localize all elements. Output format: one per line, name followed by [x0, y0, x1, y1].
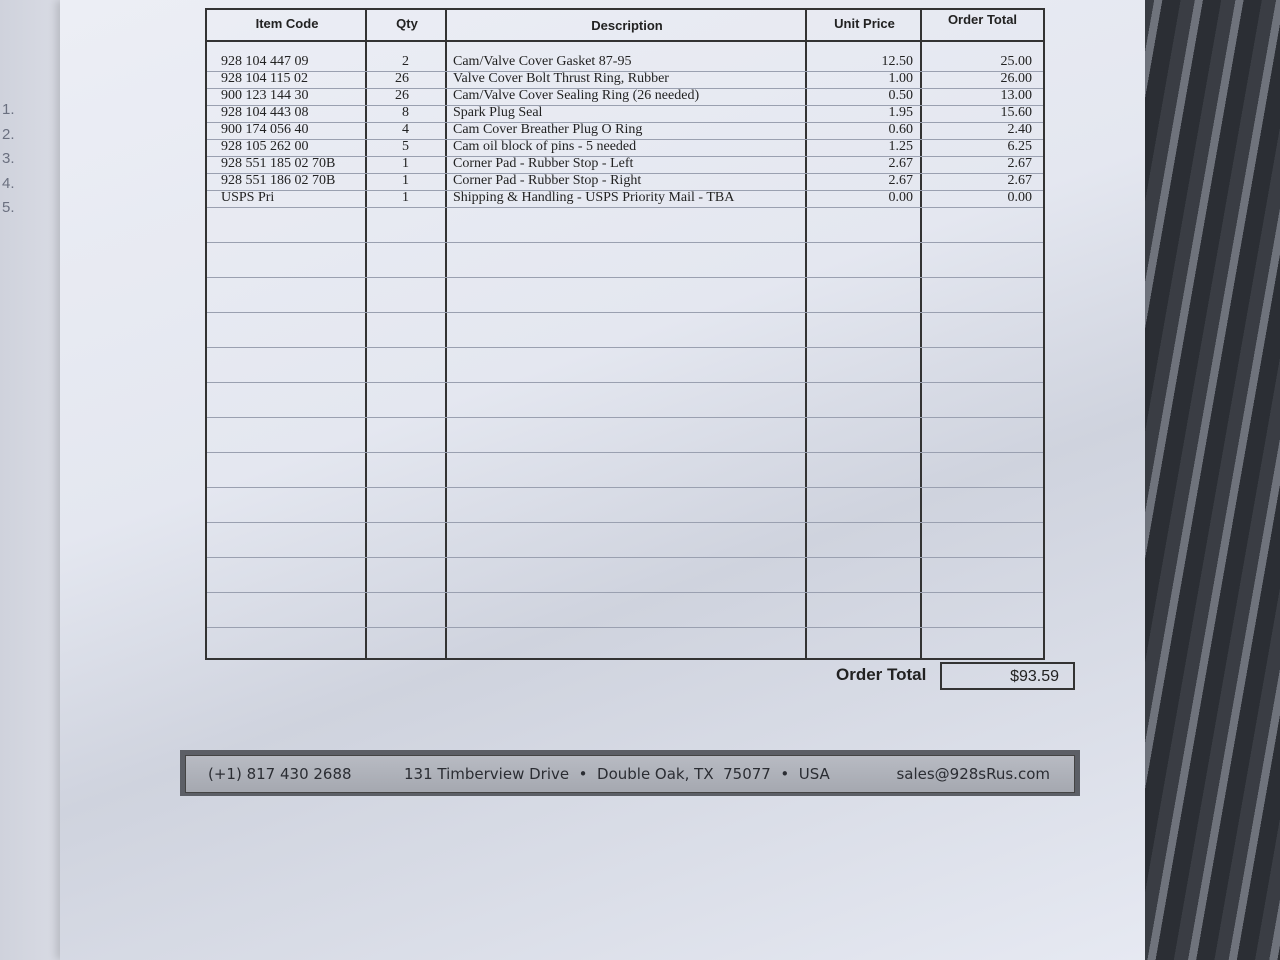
margin-number: 5.	[2, 199, 15, 216]
item-code-cell: 928 104 447 09	[221, 54, 309, 69]
unit-price-cell: 2.67	[888, 173, 914, 188]
unit-price-cell: 0.00	[888, 190, 914, 205]
order-total-cell: 25.00	[1000, 54, 1033, 69]
unit-price-cell: 0.60	[888, 122, 914, 137]
item-code-cell: USPS Pri	[221, 190, 275, 205]
table-row: 900 123 144 30 26 Cam/Valve Cover Sealing …	[207, 88, 1043, 106]
margin-numbers: 1. 2. 3. 4. 5.	[2, 98, 15, 221]
order-total-cell: 6.25	[1007, 139, 1033, 154]
table-row: 928 551 185 02 70B 1 Corner Pad - Rubber S…	[207, 156, 1043, 174]
item-code-cell: 928 551 185 02 70B	[221, 156, 336, 171]
column-divider	[445, 10, 447, 658]
qty-cell: 26	[395, 88, 409, 103]
unit-price-cell: 1.00	[888, 71, 914, 86]
empty-row-line	[207, 522, 1043, 523]
order-total-cell: 26.00	[1000, 71, 1033, 86]
footer-phone: (+1) 817 430 2688	[208, 765, 352, 783]
description-cell: Corner Pad - Rubber Stop - Right	[453, 173, 642, 188]
qty-cell: 2	[402, 54, 409, 69]
qty-cell: 8	[402, 105, 409, 120]
margin-number: 1.	[2, 101, 15, 118]
item-code-cell: 900 174 056 40	[221, 122, 309, 137]
order-total-cell: 15.60	[1000, 105, 1033, 120]
footer-bar: (+1) 817 430 2688 131 Timberview Drive •…	[180, 750, 1080, 796]
order-total-cell: 0.00	[1007, 190, 1033, 205]
order-total-cell: 2.40	[1007, 122, 1033, 137]
order-total-value: $93.59	[940, 662, 1075, 690]
empty-row-line	[207, 312, 1043, 313]
header-item-code: Item Code	[255, 16, 319, 31]
description-cell: Cam Cover Breather Plug O Ring	[453, 122, 643, 137]
column-divider	[805, 10, 807, 658]
table-row: 928 104 115 02 26 Valve Cover Bolt Thrust …	[207, 71, 1043, 89]
background-grate	[1140, 0, 1280, 960]
header-qty: Qty	[396, 16, 418, 31]
footer-address: 131 Timberview Drive • Double Oak, TX 75…	[404, 765, 830, 783]
order-total-cell: 13.00	[1000, 88, 1033, 103]
invoice-page	[60, 0, 1145, 960]
qty-cell: 1	[402, 190, 409, 205]
item-code-cell: 928 105 262 00	[221, 139, 309, 154]
description-cell: Cam/Valve Cover Sealing Ring (26 needed)	[453, 88, 700, 103]
column-divider	[365, 10, 367, 658]
order-total-cell: 2.67	[1007, 173, 1033, 188]
empty-row-line	[207, 347, 1043, 348]
header-order-total: Order Total	[947, 12, 1018, 27]
table-row: 928 105 262 00 5 Cam oil block of pins - 5…	[207, 139, 1043, 157]
order-total-label: Order Total	[836, 665, 927, 684]
qty-cell: 5	[402, 139, 409, 154]
margin-number: 2.	[2, 125, 15, 143]
item-code-cell: 928 551 186 02 70B	[221, 173, 336, 188]
table-row: 928 104 443 08 8 Spark Plug Seal 1.95 15.60	[207, 105, 1043, 123]
empty-row-line	[207, 557, 1043, 558]
qty-cell: 1	[402, 173, 409, 188]
header-unit-price: Unit Price	[834, 16, 895, 31]
table-row: USPS Pri 1 Shipping & Handling - USPS Prio…	[207, 190, 1043, 208]
footer-email: sales@928sRus.com	[896, 765, 1050, 783]
description-cell: Valve Cover Bolt Thrust Ring, Rubber	[453, 71, 669, 86]
qty-cell: 1	[402, 156, 409, 171]
item-code-cell: 928 104 443 08	[221, 105, 309, 120]
item-code-cell: 900 123 144 30	[221, 88, 309, 103]
empty-row-line	[207, 242, 1043, 243]
description-cell: Shipping & Handling - USPS Priority Mail…	[453, 190, 735, 205]
description-cell: Spark Plug Seal	[453, 105, 543, 120]
empty-row-line	[207, 277, 1043, 278]
unit-price-cell: 0.50	[888, 88, 914, 103]
description-cell: Cam/Valve Cover Gasket 87-95	[453, 54, 632, 69]
description-cell: Cam oil block of pins - 5 needed	[453, 139, 637, 154]
empty-row-line	[207, 417, 1043, 418]
qty-cell: 26	[395, 71, 409, 86]
column-divider	[920, 10, 922, 658]
table-header: Item Code Qty Description Unit Price Ord…	[207, 10, 1043, 42]
item-code-cell: 928 104 115 02	[221, 71, 308, 86]
margin-number: 3.	[2, 150, 15, 167]
unit-price-cell: 1.25	[888, 139, 914, 154]
unit-price-cell: 1.95	[888, 105, 914, 120]
order-total-cell: 2.67	[1007, 156, 1033, 171]
qty-cell: 4	[402, 122, 409, 137]
invoice-table: Item Code Qty Description Unit Price Ord…	[205, 8, 1045, 660]
unit-price-cell: 12.50	[881, 54, 914, 69]
empty-row-line	[207, 487, 1043, 488]
table-row: 900 174 056 40 4 Cam Cover Breather Plug O…	[207, 122, 1043, 140]
table-row: 928 551 186 02 70B 1 Corner Pad - Rubber S…	[207, 173, 1043, 191]
empty-row-line	[207, 382, 1043, 383]
unit-price-cell: 2.67	[888, 156, 914, 171]
description-cell: Corner Pad - Rubber Stop - Left	[453, 156, 634, 171]
empty-row-line	[207, 452, 1043, 453]
empty-row-line	[207, 627, 1043, 628]
margin-number: 4.	[2, 174, 15, 192]
table-row: 928 104 447 09 2 Cam/Valve Cover Gasket 87…	[207, 54, 1043, 72]
empty-row-line	[207, 592, 1043, 593]
header-description: Description	[591, 18, 663, 33]
